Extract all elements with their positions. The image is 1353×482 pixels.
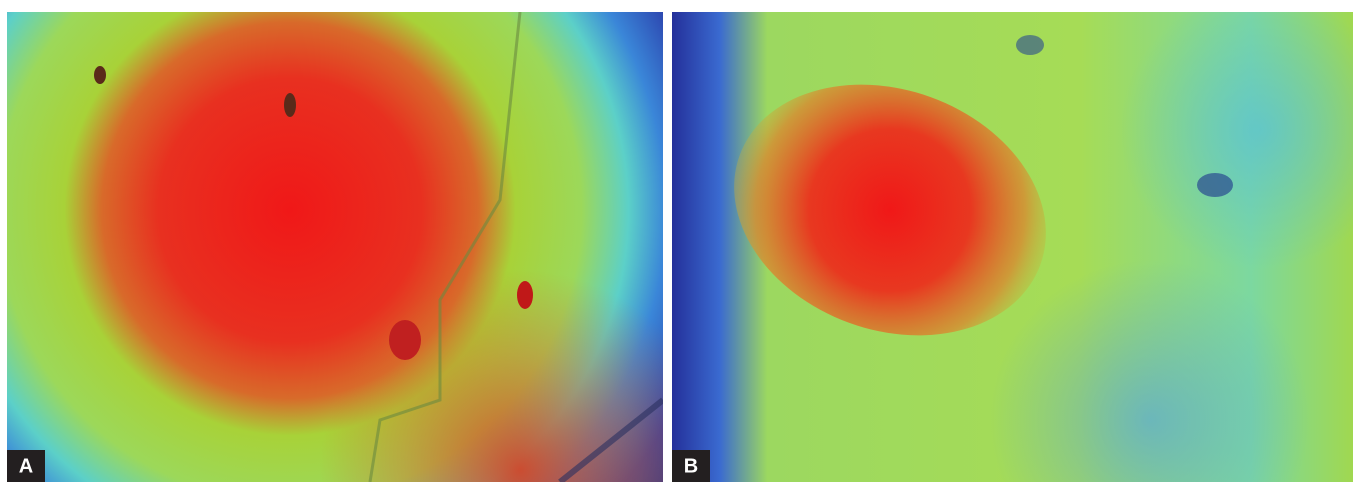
panel-label: B (684, 455, 698, 477)
panel-label: A (19, 455, 33, 477)
label-box (672, 450, 710, 482)
panel-a-image (7, 12, 663, 482)
panel-b-image (672, 12, 1353, 482)
label-box (7, 450, 45, 482)
